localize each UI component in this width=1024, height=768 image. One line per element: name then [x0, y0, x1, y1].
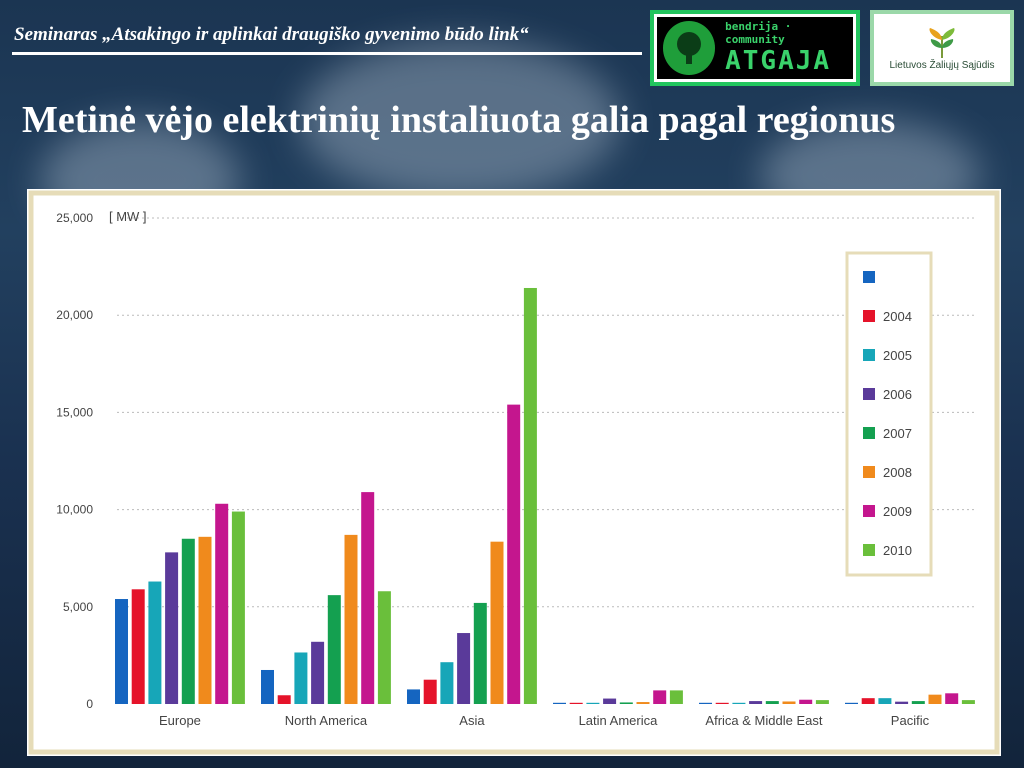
bar	[732, 702, 746, 704]
legend-swatch	[863, 388, 875, 400]
bar	[569, 702, 583, 704]
bar	[423, 679, 437, 704]
bar	[895, 701, 909, 704]
bar	[407, 689, 420, 704]
category-label: Africa & Middle East	[705, 713, 822, 728]
legend-label: 2010	[883, 543, 912, 558]
unit-label: [ MW ]	[109, 209, 147, 224]
y-tick-label: 5,000	[63, 600, 93, 614]
bar	[457, 633, 471, 704]
bar	[603, 698, 617, 704]
atgaja-logo: bendrija · community ATGAJA	[650, 10, 860, 86]
bar-chart: 0 5,000 10,000 15,000 20,000 25,000 [ MW ] Euro…	[28, 190, 1000, 755]
chart-container: 0 5,000 10,000 15,000 20,000 25,000 [ MW ] Euro…	[27, 189, 1001, 756]
y-tick-label: 15,000	[56, 405, 93, 419]
seminar-header: Seminaras „Atsakingo ir aplinkai draugiš…	[14, 24, 529, 45]
y-tick-label: 25,000	[56, 211, 93, 225]
y-tick-label: 10,000	[56, 503, 93, 517]
y-tick-label: 0	[86, 697, 93, 711]
legend-swatch	[863, 427, 875, 439]
bar	[344, 534, 358, 704]
category-label: Asia	[459, 713, 485, 728]
legend-swatch	[863, 505, 875, 517]
category-label: Europe	[159, 713, 201, 728]
tree-icon	[663, 21, 716, 75]
bar	[115, 599, 128, 704]
bar	[945, 693, 959, 704]
category-label: North America	[285, 713, 368, 728]
legend-label: 2006	[883, 387, 912, 402]
slide-title: Metinė vėjo elektrinių instaliuota galia…	[22, 99, 896, 141]
bar	[669, 690, 683, 704]
bar	[782, 701, 796, 704]
legend-label: 2004	[883, 309, 912, 324]
lzs-logo-text: Lietuvos Žaliųjų Sąjūdis	[889, 59, 995, 71]
y-tick-label: 20,000	[56, 308, 93, 322]
category-label: Pacific	[891, 713, 930, 728]
atgaja-logo-inner: bendrija · community ATGAJA	[657, 17, 853, 79]
legend-swatch	[863, 271, 875, 283]
background-cloud	[300, 40, 620, 200]
bar	[311, 641, 325, 704]
header-divider	[12, 52, 642, 55]
atgaja-logo-small: bendrija · community	[725, 20, 792, 46]
legend-swatch	[863, 466, 875, 478]
bar	[148, 581, 162, 704]
bar	[636, 702, 650, 704]
bar	[215, 503, 229, 704]
bar	[845, 702, 858, 704]
legend-label: 2007	[883, 426, 912, 441]
bar	[473, 602, 487, 704]
legend-swatch	[863, 544, 875, 556]
bar	[198, 536, 212, 704]
legend-label: 2008	[883, 465, 912, 480]
bar	[261, 669, 274, 704]
bar	[277, 695, 291, 704]
sprout-icon	[929, 27, 955, 58]
bar	[799, 699, 813, 704]
bar	[961, 700, 975, 704]
bar	[749, 701, 763, 704]
bar	[928, 694, 942, 704]
atgaja-logo-big: ATGAJA	[725, 46, 832, 76]
bar	[699, 702, 712, 704]
bar	[507, 404, 521, 704]
bar	[553, 702, 566, 704]
legend-swatch	[863, 310, 875, 322]
bar	[715, 702, 729, 704]
bar	[131, 589, 145, 704]
bar	[231, 511, 245, 704]
legend-swatch	[863, 349, 875, 361]
bar	[440, 662, 454, 704]
category-label: Latin America	[579, 713, 659, 728]
atgaja-logo-text: bendrija · community ATGAJA	[725, 20, 853, 76]
bar	[878, 698, 892, 704]
bar	[911, 701, 925, 704]
bar	[861, 698, 875, 704]
bar	[377, 591, 391, 704]
bar	[165, 552, 179, 704]
bar	[586, 702, 600, 704]
bar	[765, 701, 779, 704]
bar	[327, 595, 341, 704]
bar	[523, 287, 537, 704]
bar	[619, 702, 633, 704]
bar	[815, 700, 829, 704]
lzs-logo-inner: Lietuvos Žaliųjų Sąjūdis	[889, 26, 995, 71]
bar	[653, 690, 667, 704]
bar	[181, 538, 195, 704]
lzs-logo: Lietuvos Žaliųjų Sąjūdis	[870, 10, 1014, 86]
legend-label: 2005	[883, 348, 912, 363]
legend-box	[845, 251, 933, 577]
bar	[361, 492, 375, 704]
legend-label: 2009	[883, 504, 912, 519]
bar	[294, 652, 308, 704]
bar	[490, 541, 504, 704]
